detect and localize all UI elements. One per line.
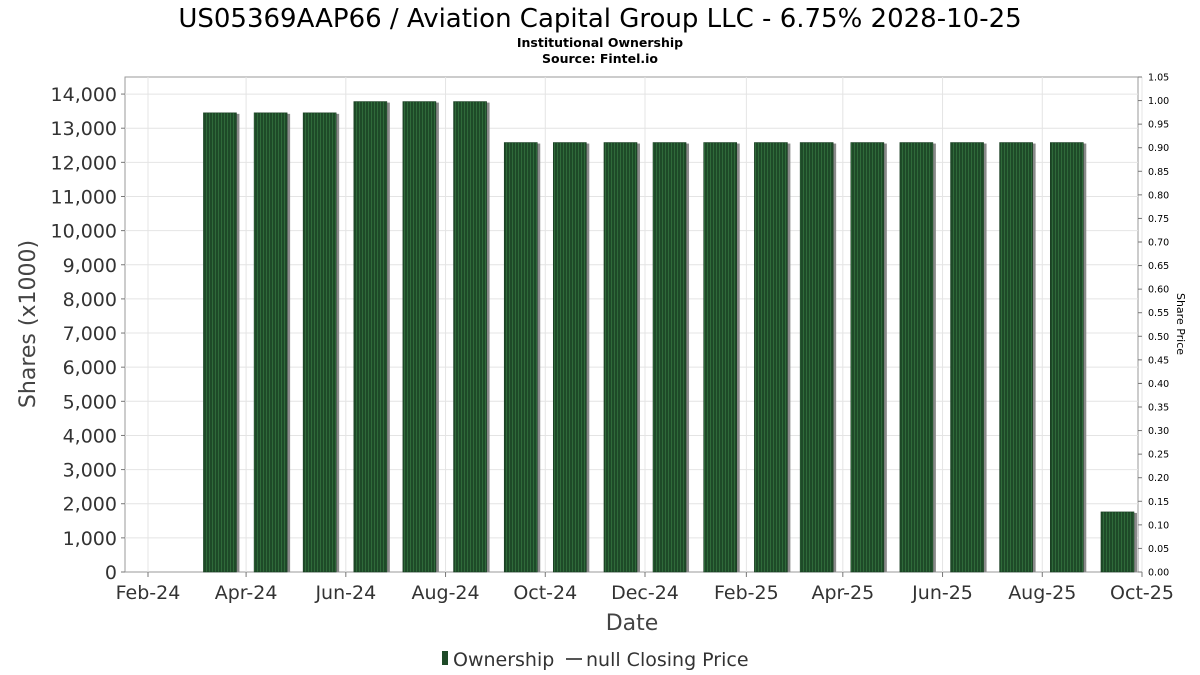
y-tick-label: 13,000 xyxy=(51,118,117,140)
y2-tick-label: 0.70 xyxy=(1148,238,1169,249)
ownership-bar xyxy=(652,142,687,573)
y2-tick-label: 0.60 xyxy=(1148,285,1169,296)
ownership-bar xyxy=(950,142,984,573)
y2-tick-label: 0.90 xyxy=(1148,143,1169,154)
y-tick-label: 7,000 xyxy=(63,323,117,345)
y-axis-ticks: 0 1,000 2,000 3,000 4,000 5,000 6,000 7,000 8,00… xyxy=(51,84,125,584)
y2-tick-label: 0.50 xyxy=(1148,332,1169,343)
y2-tick-label: 0.30 xyxy=(1148,426,1169,437)
x-tick-label: Oct-24 xyxy=(513,582,577,604)
x-tick-label: Aug-25 xyxy=(1008,582,1076,604)
x-axis-label: Date xyxy=(606,611,659,636)
ownership-bar xyxy=(503,142,538,573)
y-tick-label: 9,000 xyxy=(63,255,117,277)
legend-price-label: null Closing Price xyxy=(586,649,749,671)
ownership-bar xyxy=(603,142,638,573)
ownership-bar xyxy=(1049,142,1084,573)
x-tick-label: Dec-24 xyxy=(611,582,679,604)
y2-tick-label: 1.05 xyxy=(1148,73,1169,84)
ownership-bar xyxy=(453,101,487,573)
ownership-bar xyxy=(302,112,337,573)
chart-subtitle-1: Institutional Ownership xyxy=(517,35,683,50)
x-tick-label: Jun-25 xyxy=(911,582,973,604)
y-tick-label: 10,000 xyxy=(51,221,117,243)
y-tick-label: 14,000 xyxy=(51,84,117,106)
legend-ownership-swatch xyxy=(442,651,448,665)
x-tick-label: Feb-24 xyxy=(116,582,181,604)
x-axis-ticks: Feb-24 Apr-24 Jun-24 Aug-24 Oct-24 Dec-24 Feb-… xyxy=(116,572,1174,604)
legend: Ownership null Closing Price xyxy=(442,649,749,671)
y2-tick-label: 0.95 xyxy=(1148,120,1169,131)
ownership-bar xyxy=(754,142,788,573)
y2-tick-label: 0.25 xyxy=(1148,450,1169,461)
y2-tick-label: 0.85 xyxy=(1148,167,1169,178)
y-tick-label: 6,000 xyxy=(63,357,117,379)
ownership-bar xyxy=(353,101,388,573)
y2-tick-label: 0.80 xyxy=(1148,190,1169,201)
y2-tick-label: 0.10 xyxy=(1148,520,1169,531)
y-tick-label: 2,000 xyxy=(63,494,117,516)
y2-tick-label: 1.00 xyxy=(1148,96,1169,107)
ownership-bar xyxy=(999,142,1033,573)
chart-title: US05369AAP66 / Aviation Capital Group LL… xyxy=(178,4,1021,34)
y2-tick-label: 0.05 xyxy=(1148,544,1169,555)
y-tick-label: 3,000 xyxy=(63,460,117,482)
x-tick-label: Jun-24 xyxy=(314,582,376,604)
ownership-bar xyxy=(799,142,834,573)
y-tick-label: 1,000 xyxy=(63,528,117,550)
x-tick-label: Aug-24 xyxy=(411,582,479,604)
y-tick-label: 11,000 xyxy=(51,186,117,208)
ownership-bar xyxy=(402,101,437,573)
y-tick-label: 0 xyxy=(105,562,117,584)
y-tick-label: 4,000 xyxy=(63,425,117,447)
x-tick-label: Apr-25 xyxy=(811,582,874,604)
y2-tick-label: 0.75 xyxy=(1148,214,1169,225)
y2-tick-label: 0.45 xyxy=(1148,355,1169,366)
y-axis-label: Shares (x1000) xyxy=(16,240,41,408)
ownership-bar xyxy=(203,112,237,573)
y2-tick-label: 0.40 xyxy=(1148,379,1169,390)
y2-tick-label: 0.20 xyxy=(1148,473,1169,484)
y2-axis-label: Share Price xyxy=(1174,293,1187,355)
ownership-bar xyxy=(552,142,587,573)
x-tick-label: Apr-24 xyxy=(215,582,278,604)
y-tick-label: 5,000 xyxy=(63,391,117,413)
ownership-bars xyxy=(203,101,1137,573)
legend-ownership-label: Ownership xyxy=(453,649,554,671)
y2-tick-label: 0.00 xyxy=(1148,568,1169,579)
x-tick-label: Feb-25 xyxy=(714,582,779,604)
x-tick-label: Oct-25 xyxy=(1110,582,1174,604)
y2-axis-ticks: 0.00 0.05 0.10 0.15 0.20 0.25 0.30 0.35 0.40 0.45… xyxy=(1138,73,1169,579)
y-tick-label: 12,000 xyxy=(51,152,117,174)
ownership-bar xyxy=(850,142,885,573)
y-tick-label: 8,000 xyxy=(63,289,117,311)
y2-tick-label: 0.35 xyxy=(1148,403,1169,414)
ownership-bar xyxy=(703,142,738,573)
y2-tick-label: 0.55 xyxy=(1148,308,1169,319)
y2-tick-label: 0.65 xyxy=(1148,261,1169,272)
ownership-bar xyxy=(253,112,288,573)
ownership-bar xyxy=(1100,511,1135,573)
y2-tick-label: 0.15 xyxy=(1148,497,1169,508)
chart-subtitle-2: Source: Fintel.io xyxy=(542,51,658,66)
ownership-bar xyxy=(899,142,934,573)
